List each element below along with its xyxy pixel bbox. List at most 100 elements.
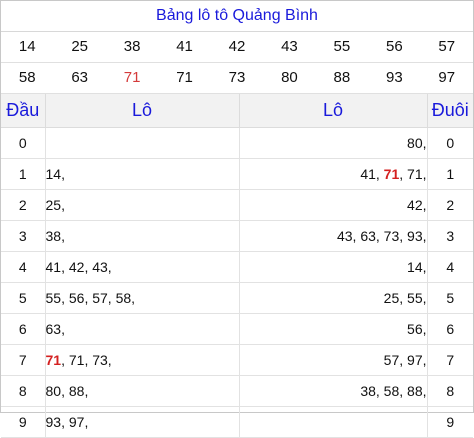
separator: ,: [399, 290, 408, 306]
table-row: 0 80, 0: [1, 127, 473, 159]
lo-table-header: Đầu Lô Lô Đuôi: [1, 94, 473, 128]
separator: ,: [61, 259, 69, 275]
separator: ,: [399, 228, 408, 244]
lo-left-cell: 55, 56, 57, 58,: [45, 282, 240, 314]
lo-left-cell: 93, 97,: [45, 406, 240, 438]
lo-left-cell: 25,: [45, 189, 240, 221]
number-cell: 41: [158, 32, 211, 63]
lo-left-cell: 80, 88,: [45, 375, 240, 407]
lo-number: 14: [407, 259, 423, 275]
number-cell: 93: [368, 63, 421, 94]
number-cell: 97: [420, 63, 473, 94]
table-row: 7 71, 71, 73, 57, 97, 7: [1, 344, 473, 376]
lo-number: 41: [45, 259, 62, 275]
number-cell: 71: [158, 63, 211, 94]
lo-number: 63: [360, 228, 376, 244]
separator: ,: [107, 352, 112, 368]
lo-number: 14: [45, 166, 62, 182]
lo-number: 43: [92, 259, 108, 275]
lo-number: 97: [68, 414, 85, 430]
lo-left-cell: 71, 71, 73,: [45, 344, 240, 376]
dau-cell: 7: [1, 344, 46, 376]
table-row: 1 14, 41, 71, 71, 1: [1, 158, 473, 190]
separator: ,: [61, 383, 69, 399]
separator: ,: [84, 290, 93, 306]
lo-left-cell: 41, 42, 43,: [45, 251, 240, 283]
dau-cell: 5: [1, 282, 46, 314]
lo-number: 42: [407, 197, 423, 213]
header-lo-left: Lô: [45, 94, 240, 128]
lo-number: 80: [407, 135, 423, 151]
duoi-cell: 1: [427, 158, 473, 190]
separator: ,: [107, 259, 112, 275]
separator: ,: [61, 197, 65, 213]
duoi-cell: 6: [427, 313, 473, 345]
lo-number: 25: [45, 197, 62, 213]
lo-left-cell: [45, 127, 240, 159]
dau-cell: 9: [1, 406, 46, 438]
table-row: 2 25, 42, 2: [1, 189, 473, 221]
separator: ,: [352, 228, 361, 244]
number-cell-highlighted: 71: [105, 63, 159, 94]
separator: ,: [422, 290, 427, 306]
lo-number: 38: [360, 383, 376, 399]
separator: ,: [61, 352, 69, 368]
header-lo-right: Lô: [239, 94, 428, 128]
lo-right-cell: 57, 97,: [239, 344, 428, 376]
number-cell: 56: [368, 32, 421, 63]
number-cell: 38: [105, 32, 159, 63]
duoi-cell: 0: [427, 127, 473, 159]
separator: ,: [375, 166, 384, 182]
lo-table: Đầu Lô Lô Đuôi 0 80, 0 1 14, 41, 71, 71, 1 2 25,…: [1, 94, 473, 438]
table-row: 9 93, 97, 9: [1, 406, 473, 438]
duoi-cell: 8: [427, 375, 473, 407]
number-cell: 43: [263, 32, 316, 63]
number-cell: 25: [53, 32, 106, 63]
lo-number: 88: [68, 383, 85, 399]
number-cell: 80: [263, 63, 316, 94]
separator: ,: [84, 259, 93, 275]
lo-right-cell: 41, 71, 71,: [239, 158, 428, 190]
lo-number: 25: [383, 290, 400, 306]
lo-right-cell: 14,: [239, 251, 428, 283]
separator: ,: [399, 352, 408, 368]
number-cell: 63: [53, 63, 106, 94]
table-row: 6 63, 56, 6: [1, 313, 473, 345]
dau-cell: 4: [1, 251, 46, 283]
lo-number: 58: [115, 290, 132, 306]
lo-number: 71: [45, 352, 62, 368]
number-cell: 42: [210, 32, 264, 63]
lo-right-cell: 56,: [239, 313, 428, 345]
lo-number: 63: [45, 321, 62, 337]
duoi-cell: 9: [427, 406, 473, 438]
table-row: 4 41, 42, 43, 14, 4: [1, 251, 473, 283]
lo-number: 41: [360, 166, 376, 182]
lo-number: 88: [407, 383, 423, 399]
lo-number: 42: [68, 259, 85, 275]
separator: ,: [422, 321, 427, 337]
lo-right-cell: 43, 63, 73, 93,: [239, 220, 428, 252]
lo-number: 71: [407, 166, 423, 182]
number-cell: 58: [1, 63, 54, 94]
separator: ,: [84, 352, 93, 368]
separator: ,: [61, 166, 65, 182]
separator: ,: [422, 166, 427, 182]
lo-number: 73: [92, 352, 108, 368]
lo-number: 58: [383, 383, 400, 399]
lo-right-cell: 80,: [239, 127, 428, 159]
lo-number: 93: [45, 414, 62, 430]
lo-right-cell: 38, 58, 88,: [239, 375, 428, 407]
header-duoi: Đuôi: [427, 94, 473, 128]
separator: ,: [375, 228, 384, 244]
separator: ,: [131, 290, 136, 306]
separator: ,: [422, 259, 427, 275]
lo-right-cell: 25, 55,: [239, 282, 428, 314]
lo-number: 57: [383, 352, 400, 368]
separator: ,: [399, 166, 408, 182]
separator: ,: [422, 228, 427, 244]
dau-cell: 2: [1, 189, 46, 221]
separator: ,: [399, 383, 408, 399]
dau-cell: 3: [1, 220, 46, 252]
dau-cell: 6: [1, 313, 46, 345]
lo-number: 56: [68, 290, 85, 306]
